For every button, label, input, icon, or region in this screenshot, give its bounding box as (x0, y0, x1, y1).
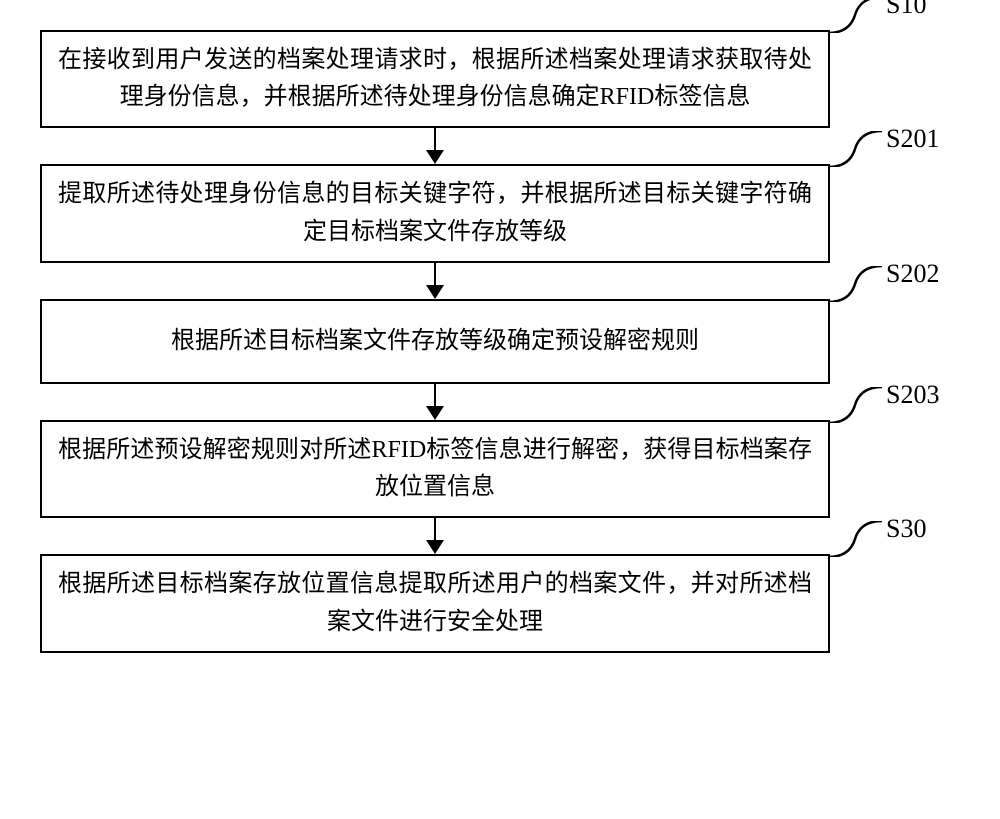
flow-arrow (40, 128, 830, 164)
flow-step-box: 根据所述预设解密规则对所述RFID标签信息进行解密，获得目标档案存放位置信息 (40, 420, 830, 518)
step-label: S30 (886, 514, 926, 544)
step-label: S201 (886, 124, 939, 154)
flow-arrow (40, 263, 830, 299)
flow-step-box: 根据所述目标档案存放位置信息提取所述用户的档案文件，并对所述档案文件进行安全处理 (40, 554, 830, 652)
step-label: S202 (886, 259, 939, 289)
flow-step-box: 在接收到用户发送的档案处理请求时，根据所述档案处理请求获取待处理身份信息，并根据… (40, 30, 830, 128)
step-label: S10 (886, 0, 926, 20)
step-label: S203 (886, 380, 939, 410)
flow-arrow (40, 384, 830, 420)
flow-step-box: 根据所述目标档案文件存放等级确定预设解密规则 (40, 299, 830, 384)
flow-arrow (40, 518, 830, 554)
flow-step-box: 提取所述待处理身份信息的目标关键字符，并根据所述目标关键字符确定目标档案文件存放… (40, 164, 830, 262)
